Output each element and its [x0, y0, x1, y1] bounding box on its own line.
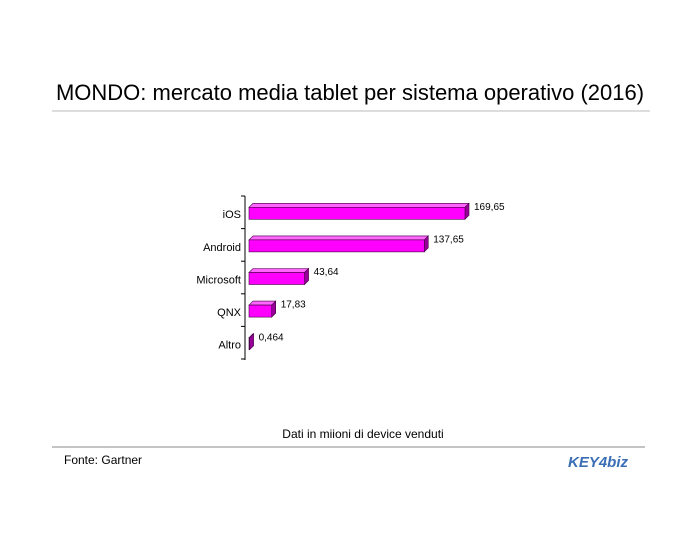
bar [248, 332, 255, 351]
chart-title: MONDO: mercato media tablet per sistema … [56, 80, 644, 105]
y-tick-label: Android [203, 242, 241, 254]
source: Fonte: Gartner [64, 453, 142, 467]
value-label: 169,65 [474, 202, 505, 213]
bar-top [248, 268, 310, 273]
bar [248, 235, 429, 253]
bar [248, 267, 310, 286]
value-label: 43,64 [314, 267, 339, 278]
bar [248, 202, 470, 221]
logo: KEY4biz [568, 454, 629, 471]
value-label: 137,65 [433, 235, 464, 246]
value-label: 17,83 [281, 300, 306, 311]
bar-front [248, 239, 425, 253]
bar-front [248, 272, 305, 285]
y-tick-label: QNX [217, 307, 242, 319]
bar [248, 300, 277, 318]
y-tick-label: iOS [223, 209, 241, 221]
y-tick-label: Microsoft [196, 274, 241, 286]
value-label: 0,464 [259, 332, 284, 343]
bar-front [248, 337, 250, 351]
y-tick-label: Altro [218, 340, 241, 352]
bar-top [248, 235, 429, 241]
bar-front [248, 304, 273, 318]
bar-top [248, 300, 277, 306]
chart-note: Dati in miioni di device venduti [282, 427, 443, 441]
bar-front [248, 207, 466, 220]
bar-top [248, 203, 470, 208]
